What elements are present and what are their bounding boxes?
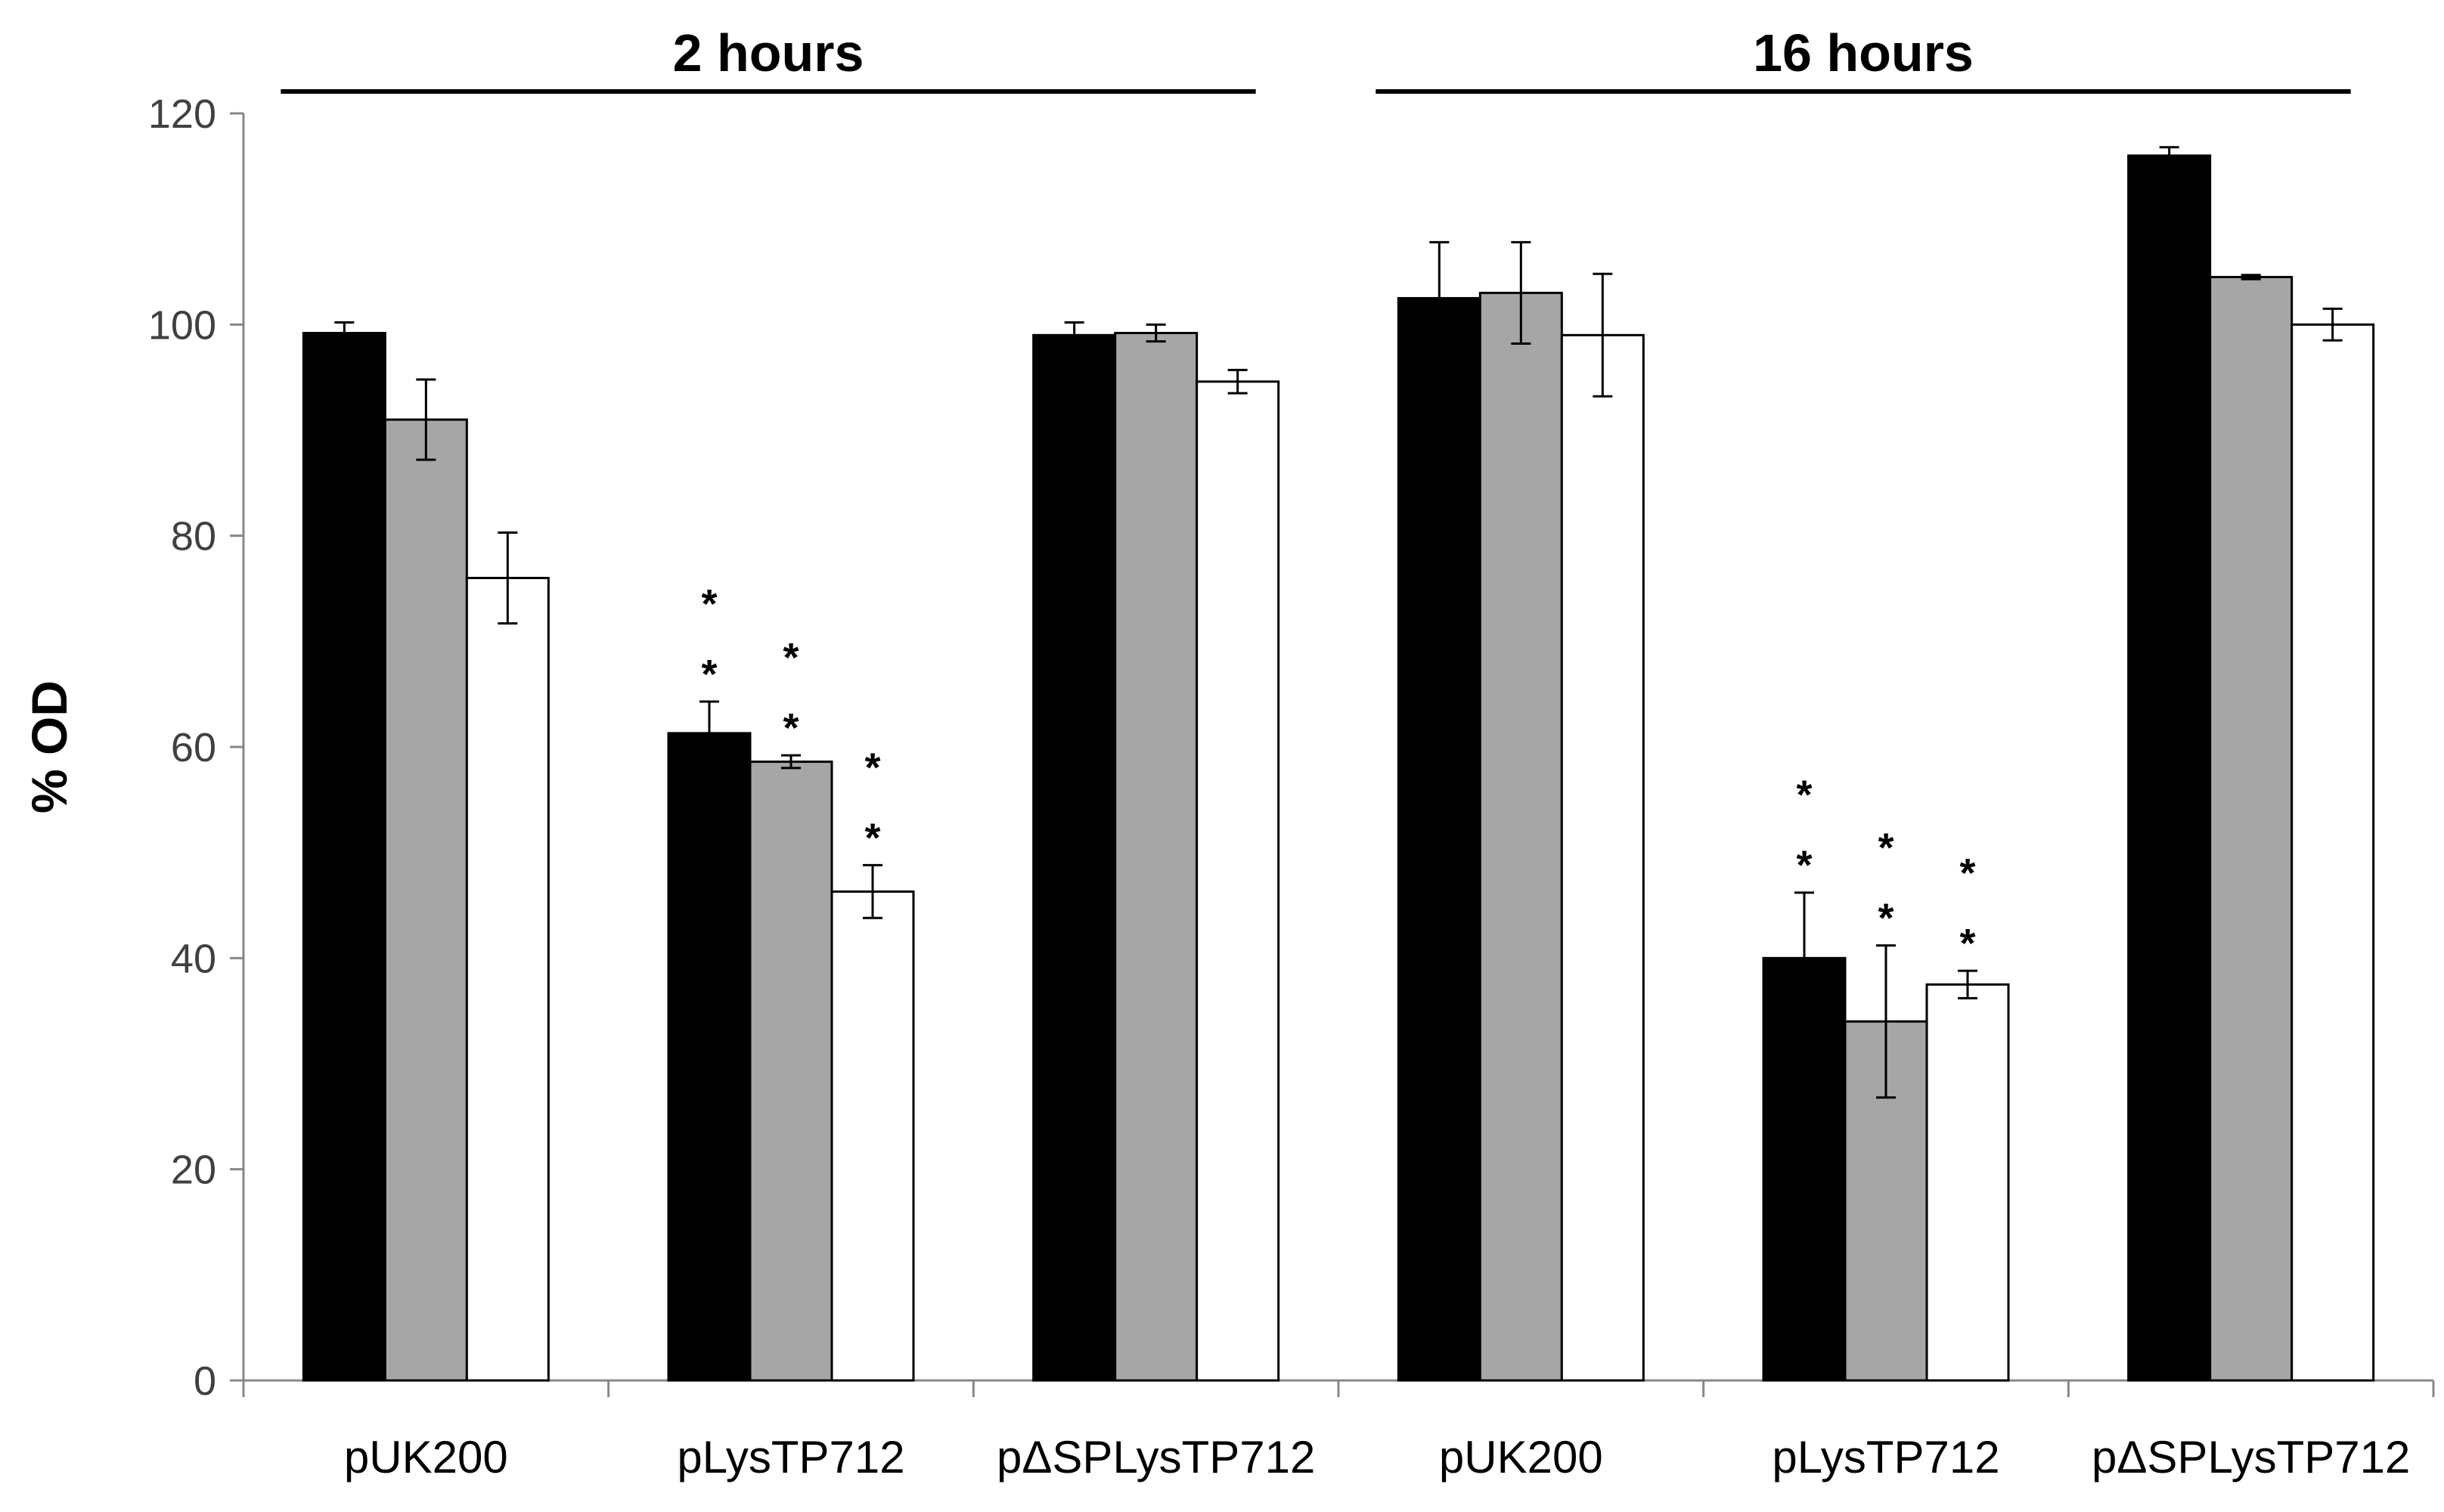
- error-bar: [498, 531, 518, 625]
- significance-asterisk: *: [1796, 773, 1812, 818]
- y-tick-label: 40: [171, 936, 216, 981]
- bar: [830, 890, 915, 1382]
- error-bar: [416, 378, 436, 461]
- bar: [1560, 333, 1645, 1382]
- significance-asterisk: *: [1878, 896, 1893, 941]
- bar: [1032, 333, 1117, 1382]
- error-bar: [334, 321, 355, 345]
- error-bar: [1876, 944, 1896, 1099]
- bar: [1114, 332, 1199, 1382]
- error-bar: [1593, 272, 1613, 398]
- significance-asterisk: *: [864, 745, 880, 790]
- significance-asterisk: *: [1959, 921, 1975, 966]
- bar: [2127, 154, 2212, 1382]
- bar: [1762, 956, 1847, 1382]
- error-bar: [2241, 274, 2261, 280]
- x-category-label: pLysTP712: [1772, 1432, 1999, 1483]
- bar: [1478, 291, 1563, 1382]
- group-header-title: 2 hours: [673, 23, 864, 82]
- significance-asterisk: *: [783, 705, 799, 751]
- error-bar: [2159, 146, 2179, 166]
- y-tick-label: 80: [171, 514, 216, 559]
- error-bar: [863, 863, 882, 919]
- bar: [465, 577, 550, 1382]
- bar: [302, 332, 386, 1382]
- error-bar: [1146, 323, 1166, 343]
- bar: [1397, 296, 1481, 1382]
- bar: [2290, 323, 2375, 1382]
- bar: [667, 732, 752, 1382]
- significance-asterisk: *: [1878, 826, 1893, 871]
- y-tick-label: 0: [194, 1359, 216, 1404]
- x-category-label: pUK200: [344, 1432, 508, 1483]
- error-bar: [1958, 969, 1977, 999]
- error-bar: [2322, 307, 2343, 342]
- significance-asterisk: *: [701, 652, 717, 697]
- x-category-label: pΔSPLysTP712: [2092, 1432, 2410, 1483]
- error-bar: [1511, 240, 1531, 345]
- y-tick-label: 60: [171, 725, 216, 770]
- y-tick-label: 120: [148, 91, 216, 137]
- significance-asterisk: *: [1959, 850, 1975, 896]
- significance-asterisk: *: [1796, 843, 1812, 888]
- significance-asterisk: *: [783, 635, 799, 680]
- bar: [1925, 983, 2010, 1382]
- group-header-title: 16 hours: [1753, 23, 1974, 82]
- bar: [383, 418, 468, 1382]
- x-category-label: pLysTP712: [677, 1432, 904, 1483]
- significance-asterisk: *: [701, 581, 717, 627]
- error-bar: [1064, 321, 1084, 349]
- error-bar: [1227, 368, 1248, 395]
- x-category-label: pUK200: [1439, 1432, 1603, 1483]
- y-tick-label: 100: [148, 302, 216, 348]
- y-tick-label: 20: [171, 1148, 216, 1193]
- error-bar: [699, 700, 719, 767]
- error-bar: [781, 754, 801, 770]
- y-axis-title: % OD: [21, 680, 77, 813]
- significance-asterisk: *: [864, 815, 880, 860]
- bar: [2209, 275, 2294, 1382]
- error-bar: [1429, 240, 1450, 355]
- error-bar: [1794, 891, 1814, 1025]
- bar: [1196, 380, 1280, 1382]
- x-category-label: pΔSPLysTP712: [997, 1432, 1315, 1483]
- bar: [749, 761, 833, 1382]
